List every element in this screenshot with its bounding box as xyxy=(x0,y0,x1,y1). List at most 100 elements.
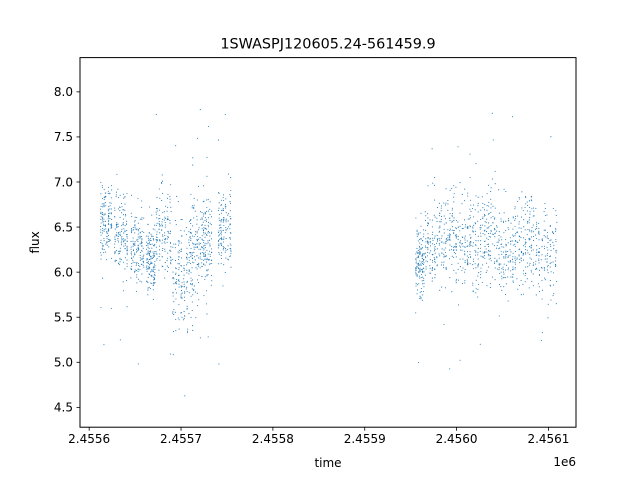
data-point xyxy=(130,254,133,256)
data-point xyxy=(190,295,192,297)
data-point xyxy=(555,210,557,212)
data-point xyxy=(155,251,157,253)
data-point xyxy=(196,243,198,245)
data-point xyxy=(514,245,516,247)
data-point xyxy=(146,235,148,237)
data-point xyxy=(191,301,193,303)
data-point xyxy=(181,219,183,221)
data-point xyxy=(457,304,460,306)
data-point xyxy=(533,262,535,264)
data-point xyxy=(204,276,206,278)
data-point xyxy=(227,245,229,247)
data-point xyxy=(222,285,224,287)
data-point xyxy=(123,261,125,263)
data-point xyxy=(532,264,534,266)
data-point xyxy=(429,242,431,244)
data-point xyxy=(203,200,205,202)
data-point xyxy=(100,205,102,207)
data-point xyxy=(480,209,482,211)
data-point xyxy=(172,295,174,297)
data-point xyxy=(512,273,514,275)
data-point xyxy=(526,249,528,251)
data-point xyxy=(494,279,496,281)
data-point xyxy=(433,214,435,216)
data-point xyxy=(457,226,459,228)
data-point xyxy=(453,219,455,221)
data-point xyxy=(156,217,158,219)
data-point xyxy=(526,234,528,236)
data-point xyxy=(166,238,168,240)
data-point xyxy=(514,240,517,242)
data-point xyxy=(447,203,449,205)
data-point xyxy=(469,244,471,246)
data-point xyxy=(479,224,482,226)
data-point xyxy=(488,205,490,207)
data-point xyxy=(544,229,546,231)
data-point xyxy=(155,224,157,226)
data-point xyxy=(538,222,540,224)
data-point xyxy=(134,241,136,243)
data-point xyxy=(441,215,443,218)
data-point xyxy=(419,297,421,299)
data-point xyxy=(114,252,116,254)
data-point xyxy=(417,262,420,264)
data-point xyxy=(541,246,543,248)
data-point xyxy=(475,267,477,269)
data-point xyxy=(118,262,120,264)
data-point xyxy=(415,217,417,219)
data-point xyxy=(201,258,203,260)
data-point xyxy=(177,240,179,242)
data-point xyxy=(449,213,451,215)
data-point xyxy=(503,212,505,214)
data-point xyxy=(479,250,481,252)
data-point xyxy=(417,271,419,273)
data-point xyxy=(220,234,222,236)
data-point xyxy=(519,258,521,260)
data-point xyxy=(466,262,469,265)
data-point xyxy=(460,240,462,242)
data-point xyxy=(498,257,500,259)
data-point xyxy=(467,257,469,259)
data-point xyxy=(151,247,153,249)
data-point xyxy=(175,318,177,320)
data-point xyxy=(459,245,461,247)
data-point xyxy=(189,252,191,254)
data-point xyxy=(419,267,421,269)
data-point xyxy=(514,260,517,262)
data-point xyxy=(455,186,457,188)
data-point xyxy=(190,238,192,240)
data-point xyxy=(126,259,128,261)
data-point xyxy=(470,241,472,243)
data-point xyxy=(451,255,453,257)
data-point xyxy=(490,203,492,205)
data-point xyxy=(178,242,180,244)
data-point xyxy=(451,207,453,209)
data-point xyxy=(207,125,210,127)
data-point xyxy=(436,238,439,240)
data-point xyxy=(520,250,522,252)
data-point xyxy=(531,236,533,238)
data-point xyxy=(103,204,105,206)
data-point xyxy=(199,258,201,260)
data-point xyxy=(116,222,118,224)
data-point xyxy=(109,218,111,220)
plot-frame xyxy=(79,57,577,428)
data-point xyxy=(196,255,198,257)
data-point xyxy=(124,268,126,270)
data-point xyxy=(150,271,152,273)
data-point xyxy=(517,242,519,244)
data-point xyxy=(206,313,208,315)
data-point xyxy=(119,206,121,208)
data-point xyxy=(170,257,172,259)
data-point xyxy=(119,234,121,236)
data-point xyxy=(502,266,504,268)
data-point xyxy=(209,253,211,256)
data-point xyxy=(119,216,121,218)
data-point xyxy=(181,297,183,299)
data-point xyxy=(209,213,211,216)
data-point xyxy=(543,268,545,270)
data-point xyxy=(531,227,533,229)
data-point xyxy=(443,256,445,258)
data-point xyxy=(443,242,445,244)
data-point xyxy=(193,248,195,250)
